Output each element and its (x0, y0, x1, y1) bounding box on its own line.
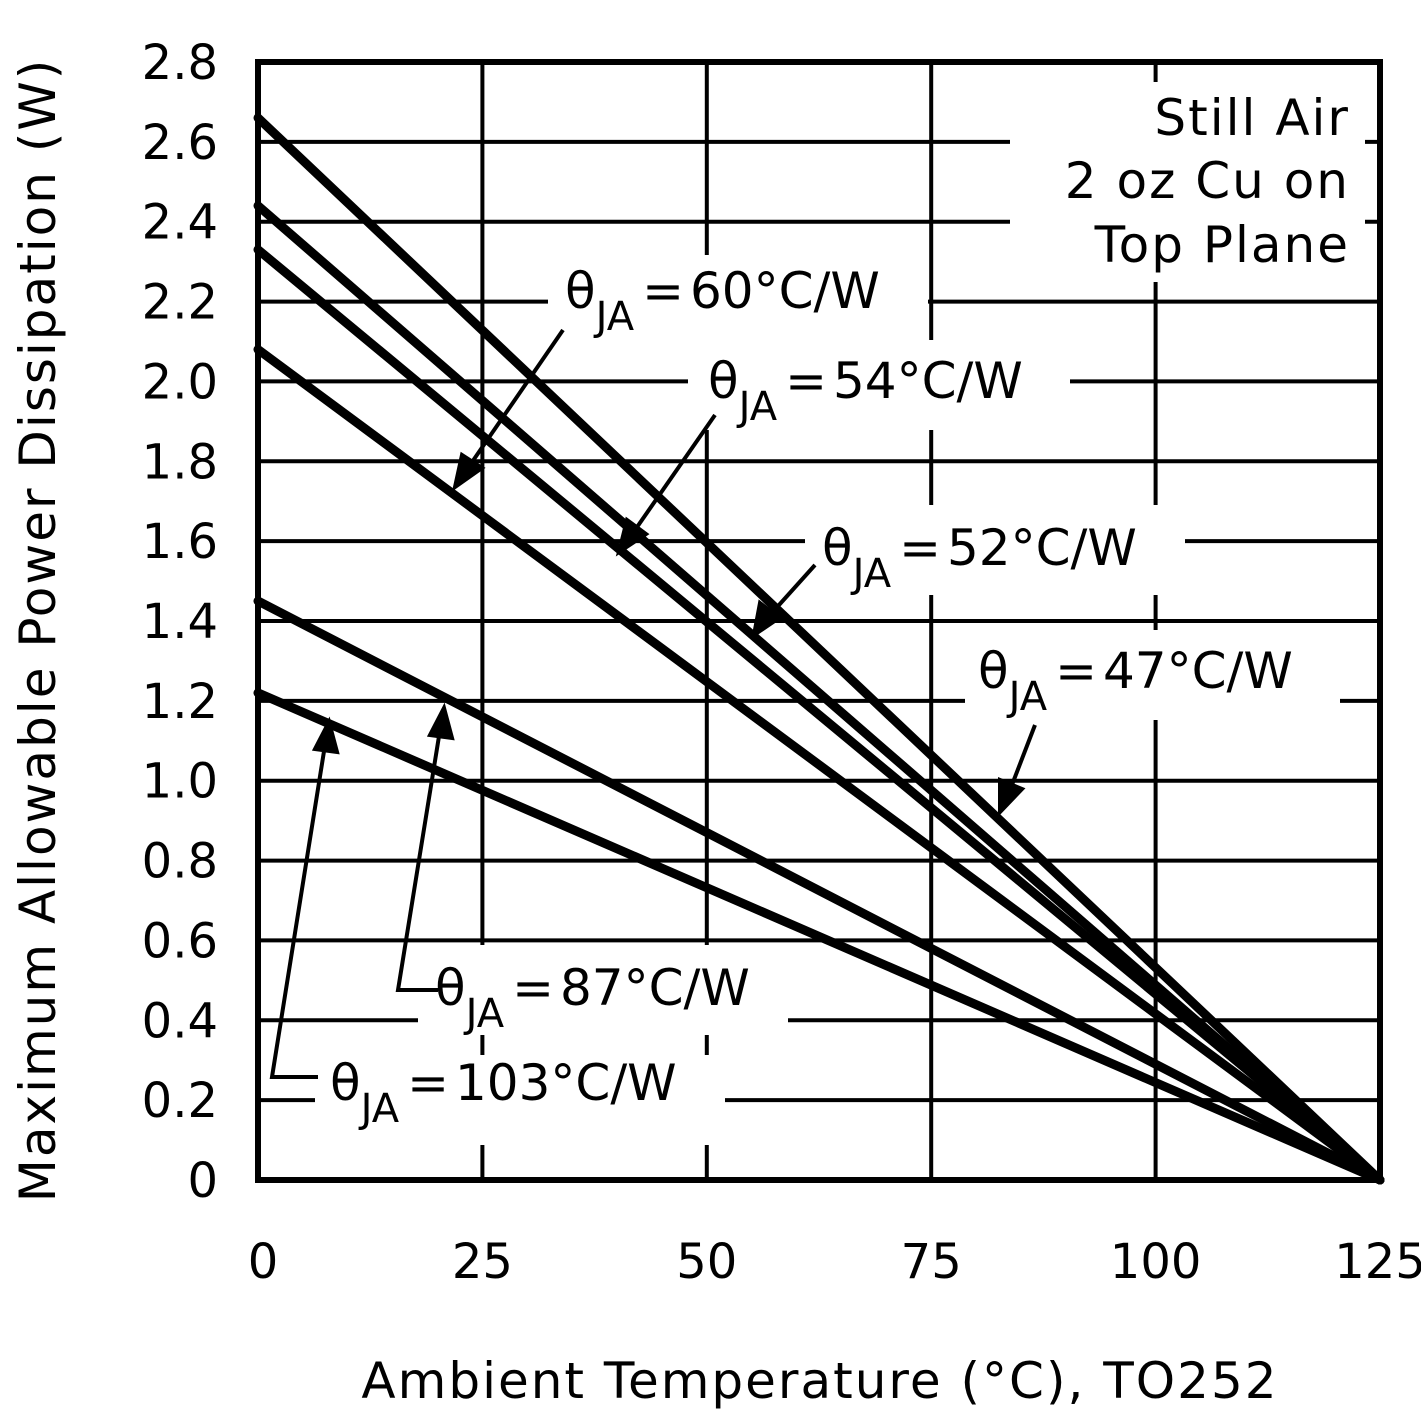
label-text-87: θJA = 87°C/W (435, 959, 750, 1037)
label-text-52: θJA = 52°C/W (822, 519, 1137, 597)
note-line-3: Top Plane (1094, 216, 1350, 274)
y-tick-labels: 0 0.2 0.4 0.6 0.8 1.0 1.2 1.4 1.6 1.8 2.0 2.2 2.4 2.6… (142, 35, 218, 1209)
label-text-103: θJA = 103°C/W (330, 1054, 677, 1132)
label-theta-87: θJA = 87°C/W (435, 959, 750, 1037)
conditions-note: Still Air 2 oz Cu on Top Plane (1065, 89, 1350, 274)
y-tick-6: 1.2 (142, 674, 218, 730)
y-tick-3: 0.6 (142, 913, 218, 969)
label-text-60: θJA = 60°C/W (565, 262, 880, 340)
series-line-52 (253, 201, 1385, 1185)
x-tick-4: 100 (1110, 1234, 1202, 1290)
y-tick-10: 2.0 (142, 354, 218, 410)
label-theta-47: θJA = 47°C/W (978, 642, 1293, 720)
y-tick-7: 1.4 (142, 594, 218, 650)
x-tick-0: 0 (248, 1234, 279, 1290)
y-tick-8: 1.6 (142, 514, 218, 570)
label-arrows (269, 328, 1037, 1079)
x-tick-1: 25 (452, 1234, 513, 1290)
label-theta-103: θJA = 103°C/W (330, 1054, 677, 1132)
series-line-47 (253, 113, 1385, 1185)
note-line-1: Still Air (1154, 89, 1350, 147)
label-text-54: θJA = 54°C/W (708, 352, 1023, 430)
y-tick-12: 2.4 (142, 195, 218, 251)
y-tick-14: 2.8 (142, 35, 218, 91)
label-theta-52: θJA = 52°C/W (822, 519, 1137, 597)
label-theta-54: θJA = 54°C/W (708, 352, 1023, 430)
label-text-47: θJA = 47°C/W (978, 642, 1293, 720)
series-line-54 (253, 245, 1385, 1185)
y-tick-13: 2.6 (142, 115, 218, 171)
x-tick-3: 75 (901, 1234, 962, 1290)
series-lines (253, 113, 1385, 1185)
y-axis-title: Maximum Allowable Power Dissipation (W) (9, 58, 67, 1203)
y-tick-0: 0 (187, 1153, 218, 1209)
y-tick-4: 0.8 (142, 834, 218, 890)
label-theta-60: θJA = 60°C/W (565, 262, 880, 340)
x-tick-5: 125 (1334, 1234, 1421, 1290)
series-line-87 (253, 596, 1385, 1185)
x-tick-labels: 0 25 50 75 100 125 (248, 1234, 1421, 1290)
series-labels: θJA = 47°C/W θJA = 52°C/W θJA = 54°C/W θJA = 60°C/W… (330, 262, 1293, 1132)
y-tick-11: 2.2 (142, 275, 218, 331)
x-tick-2: 50 (676, 1234, 737, 1290)
series-line-103 (253, 688, 1385, 1185)
label-masks (315, 82, 1365, 1145)
y-tick-2: 0.4 (142, 993, 218, 1049)
x-axis-title: Ambient Temperature (°C), TO252 (361, 1352, 1278, 1410)
y-tick-9: 1.8 (142, 434, 218, 490)
y-tick-5: 1.0 (142, 754, 218, 810)
series-line-60 (253, 344, 1385, 1185)
y-tick-1: 0.2 (142, 1073, 218, 1129)
plot-frame (255, 59, 1383, 1183)
note-line-2: 2 oz Cu on (1065, 152, 1350, 210)
